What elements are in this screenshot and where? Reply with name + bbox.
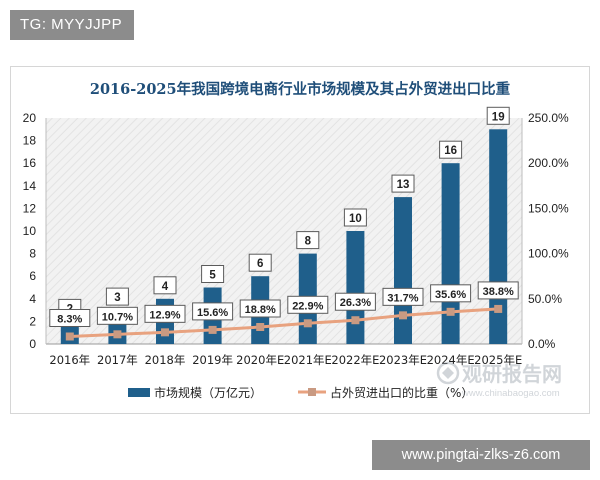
share-marker: [256, 323, 265, 332]
y-left-tick-label: 14: [23, 179, 37, 193]
line-value-label: 26.3%: [340, 297, 371, 309]
y-left-tick-label: 6: [29, 269, 36, 283]
watermark-icon: [436, 361, 460, 385]
share-marker: [399, 311, 407, 320]
share-marker: [303, 319, 312, 328]
y-left-tick-label: 10: [23, 224, 37, 238]
y-right-tick-label: 100.0%: [528, 247, 569, 261]
bar-value-label: 16: [444, 145, 457, 157]
line-value-label: 15.6%: [197, 307, 228, 319]
share-marker: [113, 330, 122, 339]
share-marker: [351, 316, 360, 325]
x-tick-label: 2019年: [192, 353, 233, 367]
legend-bar-label: 市场规模（万亿元）: [154, 385, 262, 400]
bar-label-box: [343, 208, 367, 227]
y-left-tick-label: 16: [23, 156, 37, 170]
y-left-tick-label: 18: [23, 134, 37, 148]
x-tick-label: 2025年E: [474, 353, 522, 367]
line-label-box: [382, 287, 424, 306]
y-left-tick-label: 8: [29, 247, 36, 261]
x-tick-label: 2024年E: [427, 353, 475, 367]
line-label-box: [239, 299, 281, 318]
line-value-label: 12.9%: [149, 309, 180, 321]
bar-value-label: 13: [397, 179, 410, 191]
x-tick-label: 2021年E: [284, 353, 332, 367]
line-label-box: [144, 304, 186, 323]
bar-value-label: 6: [257, 258, 263, 270]
line-value-label: 35.6%: [435, 289, 466, 301]
share-marker: [161, 328, 169, 337]
line-value-label: 31.7%: [387, 292, 418, 304]
bar-label-box: [296, 231, 320, 250]
y-left-tick-label: 2: [29, 314, 36, 328]
watermark-url: www.chinabaogao.com: [461, 388, 560, 399]
line-value-label: 22.9%: [292, 300, 323, 312]
chart-title: 2016-2025年我国跨境电商行业市场规模及其占外贸进出口比重: [90, 80, 511, 98]
bar-label-box: [248, 253, 272, 272]
bar: [441, 163, 460, 344]
y-left-tick-label: 4: [29, 292, 36, 306]
y-right-tick-label: 200.0%: [528, 156, 569, 170]
line-value-label: 8.3%: [57, 313, 82, 325]
share-marker: [65, 332, 74, 341]
top-tag: TG: MYYJJPP: [10, 10, 134, 40]
line-value-label: 38.8%: [483, 286, 514, 298]
y-left-tick-label: 12: [23, 201, 37, 215]
legend-line-label: 占外贸进出口的比重（%）: [330, 385, 473, 400]
bar: [394, 197, 412, 344]
bar-label-box: [153, 276, 177, 295]
bar-value-label: 10: [349, 213, 362, 225]
x-tick-label: 2020年E: [236, 353, 284, 367]
y-left-tick-label: 0: [29, 337, 36, 351]
bar-label-box: [105, 287, 129, 306]
bar-label-box: [486, 106, 510, 125]
line-label-box: [477, 281, 519, 300]
share-marker: [208, 325, 217, 334]
line-label-box: [96, 306, 138, 325]
legend-line-marker: [308, 388, 316, 396]
bar-value-label: 4: [162, 281, 169, 293]
line-label-box: [192, 302, 234, 321]
line-value-label: 10.7%: [102, 311, 133, 323]
bar-label-box: [201, 265, 225, 283]
share-marker: [494, 304, 503, 313]
line-label-box: [430, 284, 472, 303]
x-tick-label: 2016年: [49, 353, 90, 367]
y-right-tick-label: 50.0%: [528, 292, 562, 306]
x-tick-label: 2018年: [145, 353, 186, 367]
bar: [346, 231, 365, 344]
x-tick-label: 2023年E: [379, 353, 427, 367]
bar-value-label: 8: [305, 236, 312, 248]
watermark-name: 观研报告网: [462, 362, 562, 386]
y-right-tick-label: 150.0%: [528, 201, 569, 215]
bottom-banner: www.pingtai-zlks-z6.com: [372, 440, 590, 470]
line-label-box: [334, 292, 376, 311]
x-tick-label: 2017年: [97, 353, 138, 367]
y-right-tick-label: 0.0%: [528, 337, 556, 351]
legend-bar-swatch: [128, 388, 150, 397]
x-tick-label: 2022年E: [331, 353, 379, 367]
bar-value-label: 5: [209, 270, 216, 282]
bar-label-box: [391, 174, 415, 193]
line-value-label: 18.8%: [245, 304, 276, 316]
y-right-tick-label: 250.0%: [528, 111, 569, 125]
share-line: [69, 307, 499, 338]
watermark-logo: 观研报告网 www.chinabaogao.com: [436, 361, 562, 399]
line-label-box: [287, 295, 329, 314]
y-left-tick-label: 20: [23, 111, 37, 125]
share-marker: [446, 307, 455, 316]
line-label-box: [49, 308, 91, 327]
bar-label-box: [439, 140, 463, 159]
bar-value-label: 3: [114, 292, 120, 304]
bar-value-label: 19: [492, 111, 505, 123]
